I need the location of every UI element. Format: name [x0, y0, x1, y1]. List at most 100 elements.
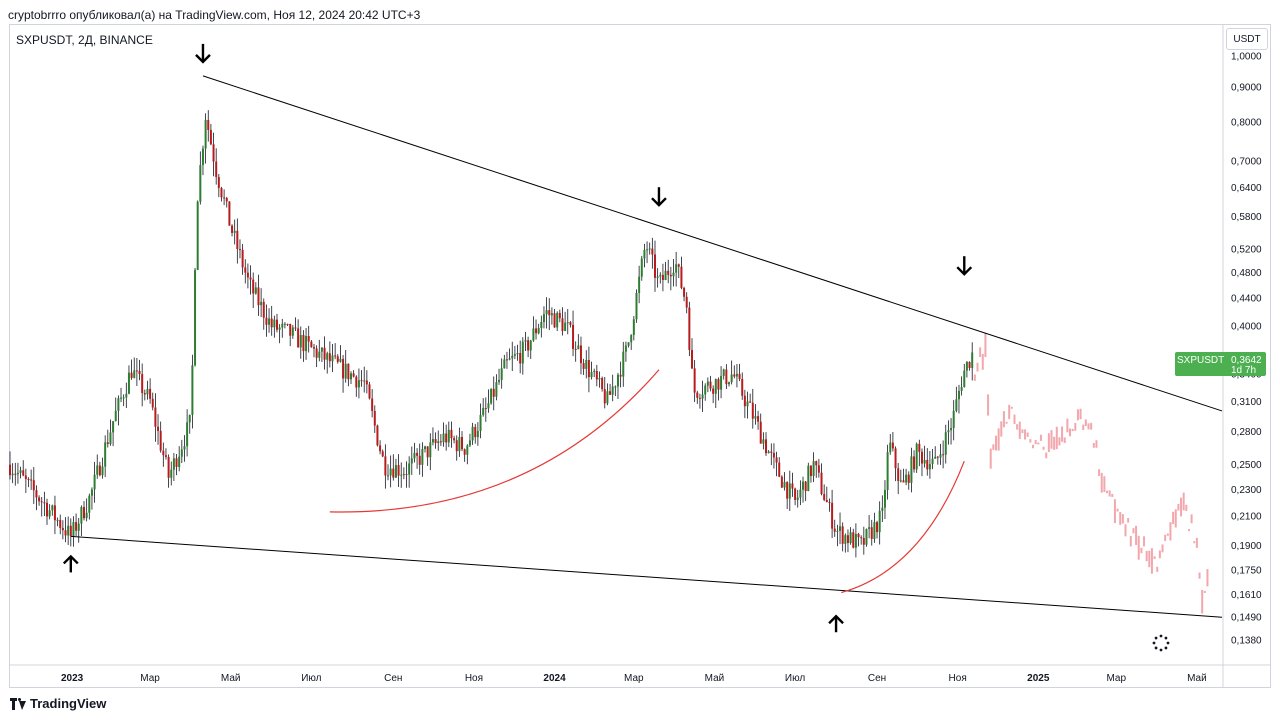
candle-body [453, 438, 456, 441]
candle [802, 476, 805, 503]
projection-bar [1039, 434, 1042, 441]
candle-body [418, 455, 421, 465]
price-tick-label: 0,1610 [1231, 590, 1262, 601]
candle-body [117, 398, 120, 411]
time-tick-label: Ноя [465, 673, 483, 684]
projection-bar [1158, 550, 1161, 559]
projection-bar [1169, 522, 1172, 541]
projection-bar [1047, 433, 1050, 453]
candle [957, 384, 960, 414]
candle-body [24, 475, 27, 480]
candle [331, 344, 334, 373]
candle [582, 358, 585, 375]
projection-bar [1029, 439, 1032, 443]
candle-body [109, 432, 112, 444]
candle [83, 501, 86, 521]
candle [572, 310, 575, 357]
candle-body [883, 489, 886, 508]
candle-body [519, 353, 522, 364]
candle [839, 512, 842, 545]
candle [323, 336, 326, 370]
projection-bar [1010, 406, 1013, 409]
trendlines-layer [70, 75, 1223, 618]
candle [913, 450, 916, 473]
candle-body [339, 358, 342, 362]
candle [749, 393, 752, 403]
candle-body [913, 456, 916, 470]
candle [228, 201, 231, 226]
candle [675, 251, 678, 287]
projection-bar [1113, 499, 1116, 524]
candle [931, 448, 934, 470]
projection-bar [1103, 476, 1106, 492]
candle-body [421, 449, 424, 465]
candle [310, 340, 313, 348]
down-arrow-icon [195, 43, 211, 64]
candle [77, 517, 80, 543]
candle-body [918, 443, 921, 452]
candle [394, 458, 397, 479]
candle [133, 357, 136, 379]
symbol-title[interactable]: SXPUSDT, 2Д, BINANCE [16, 33, 153, 47]
projection-bar [1106, 490, 1109, 494]
candle [815, 460, 818, 478]
candle [656, 268, 659, 288]
candle [598, 371, 601, 388]
candle-body [278, 327, 281, 330]
candle-body [355, 376, 358, 388]
candle [606, 383, 609, 406]
candle [339, 345, 342, 363]
candle-body [167, 456, 170, 478]
candle-body [88, 495, 91, 513]
candle-body [902, 480, 905, 483]
candle-body [43, 502, 46, 504]
candle-body [535, 328, 538, 334]
spinner-dot [1154, 636, 1158, 640]
candle [545, 297, 548, 329]
candle [854, 523, 857, 558]
candle-body [320, 347, 323, 352]
currency-selector[interactable]: USDT [1226, 28, 1268, 50]
up-arrow-icon [62, 554, 79, 573]
candle-body [537, 328, 540, 334]
projection-bar [1145, 550, 1148, 562]
candle-body [22, 470, 25, 476]
projection-bar [1148, 550, 1151, 568]
candle [387, 464, 390, 481]
price-tick-label: 0,5200 [1231, 244, 1262, 255]
candle [294, 317, 297, 332]
projection-bar [1127, 518, 1130, 523]
candle [690, 338, 693, 370]
candle-body [794, 488, 797, 500]
candle-body [130, 372, 133, 378]
candle-body [693, 368, 696, 393]
price-tick-label: 0,4000 [1231, 322, 1262, 333]
candle [799, 480, 802, 506]
candle [122, 394, 125, 407]
candle [640, 255, 643, 281]
price-tick-label: 0,6400 [1231, 183, 1262, 194]
footer-brand[interactable]: TradingView [10, 696, 106, 711]
candle-body [392, 468, 395, 478]
candle [98, 461, 101, 477]
candle-body [149, 388, 152, 399]
price-tick-label: 0,1490 [1231, 613, 1262, 624]
candle [495, 374, 498, 401]
candle [537, 323, 540, 335]
candle-body [564, 322, 567, 331]
projection-bar [1063, 437, 1066, 443]
candle-body [632, 319, 635, 336]
candle-body [783, 481, 786, 488]
candle-body [476, 430, 479, 438]
candle-body [127, 372, 130, 394]
candle [461, 431, 464, 452]
candle-body [125, 393, 128, 398]
candle [574, 341, 577, 362]
candle [852, 528, 855, 549]
candle-body [780, 476, 783, 488]
candle-body [712, 388, 715, 394]
candle-body [56, 519, 59, 521]
candle [231, 224, 234, 237]
candle [93, 461, 96, 503]
